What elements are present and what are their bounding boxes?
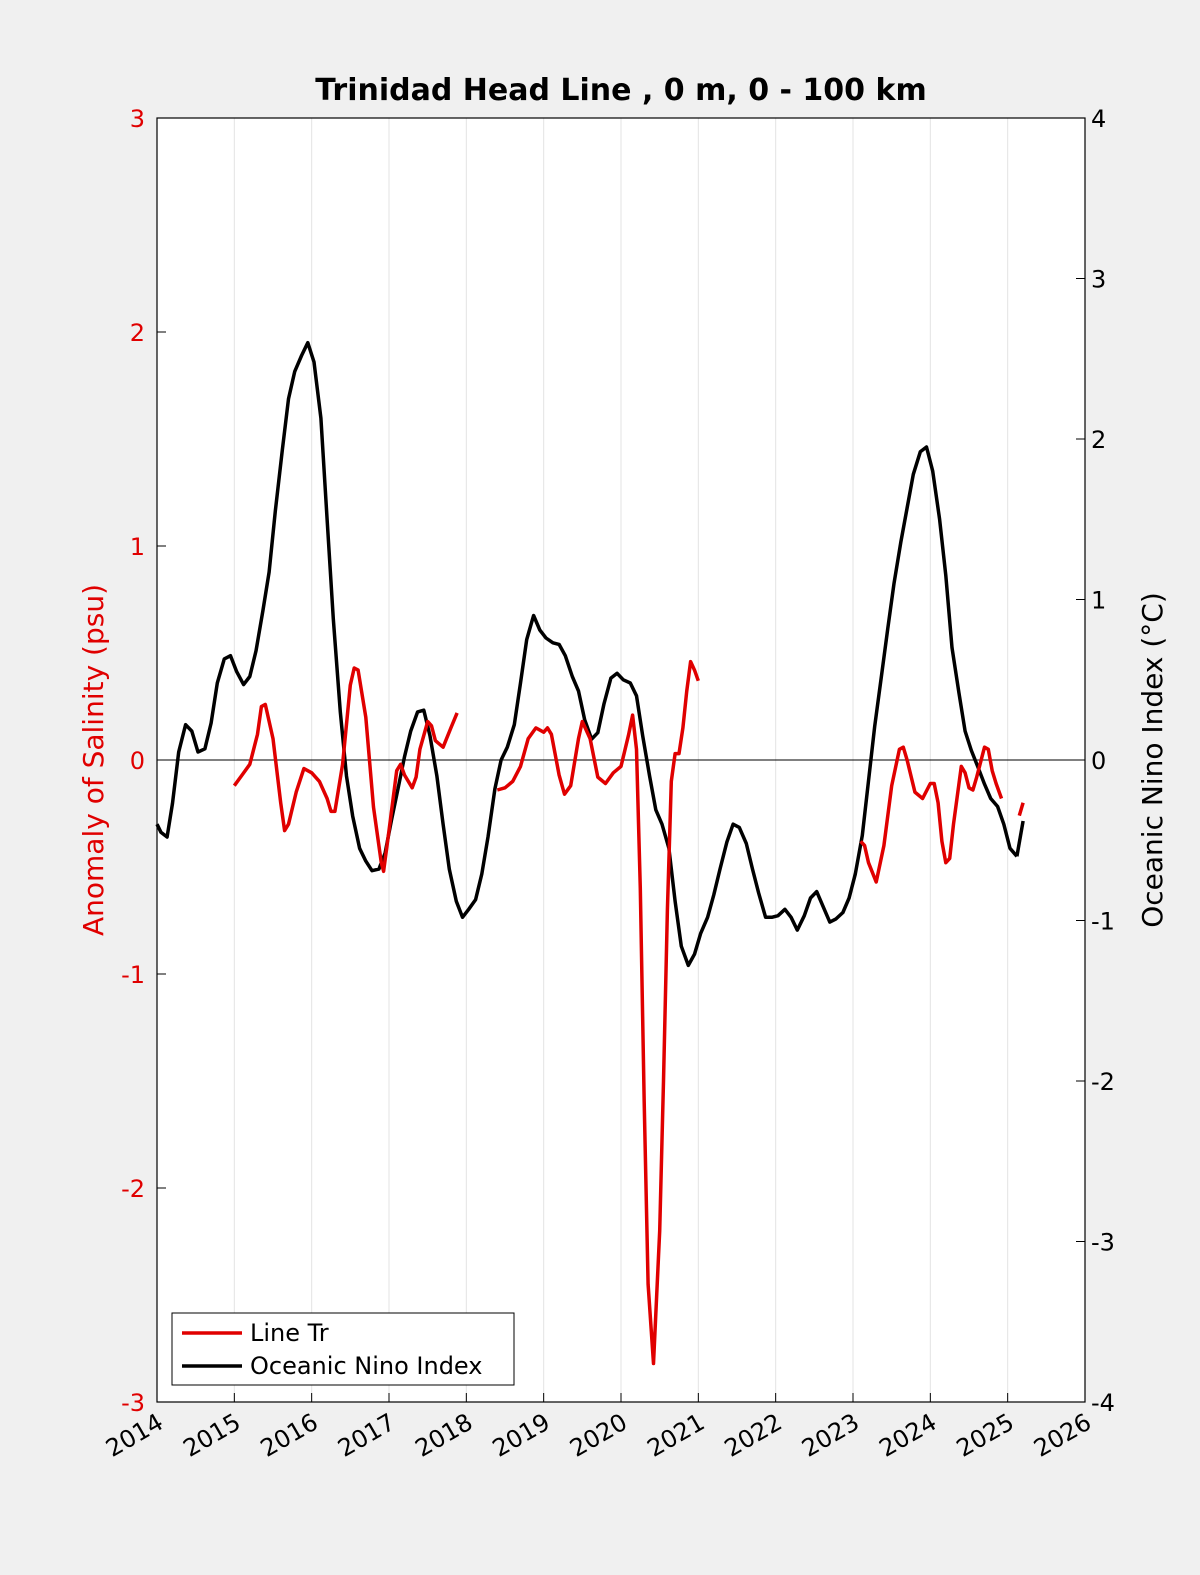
series-line-line-tr: [859, 745, 1004, 884]
series-line-oceanic-nino-index: [155, 340, 1019, 968]
y-left-tick-label: 3: [130, 105, 145, 133]
legend-label-line-tr: Line Tr: [250, 1319, 329, 1347]
legend: Line Tr Oceanic Nino Index: [171, 1312, 515, 1386]
series-line-line-tr: [496, 659, 700, 1366]
y-right-tick-label: 3: [1091, 266, 1106, 294]
y-right-tick-label: 4: [1091, 105, 1106, 133]
y-left-tick-label: -3: [121, 1389, 145, 1417]
y-right-tick-label: -1: [1091, 908, 1115, 936]
y-right-tick-label: -2: [1091, 1068, 1115, 1096]
y-right-tick-label: 0: [1091, 747, 1106, 775]
y-left-tick-label: 0: [130, 747, 145, 775]
y-axis-left-label: Anomaly of Salinity (psu): [77, 584, 110, 936]
y-left-tick-label: -1: [121, 961, 145, 989]
series-layer: [155, 340, 1025, 1366]
legend-label-oni: Oceanic Nino Index: [250, 1352, 482, 1380]
y-left-tick-label: 1: [130, 533, 145, 561]
y-right-tick-label: -4: [1091, 1389, 1115, 1417]
legend-box: [171, 1312, 515, 1386]
y-left-tick-label: 2: [130, 319, 145, 347]
y-right-tick-label: 2: [1091, 426, 1106, 454]
chart-title: Trinidad Head Line , 0 m, 0 - 100 km: [315, 73, 926, 108]
series-line-oceanic-nino-index: [1015, 820, 1025, 857]
y-right-tick-label: -3: [1091, 1229, 1115, 1257]
series-line-line-tr: [1017, 802, 1025, 817]
y-axis-right-label: Oceanic Nino Index (°C): [1136, 592, 1169, 928]
series-line-line-tr: [232, 666, 459, 874]
y-right-tick-label: 1: [1091, 587, 1106, 615]
y-left-tick-label: -2: [121, 1175, 145, 1203]
